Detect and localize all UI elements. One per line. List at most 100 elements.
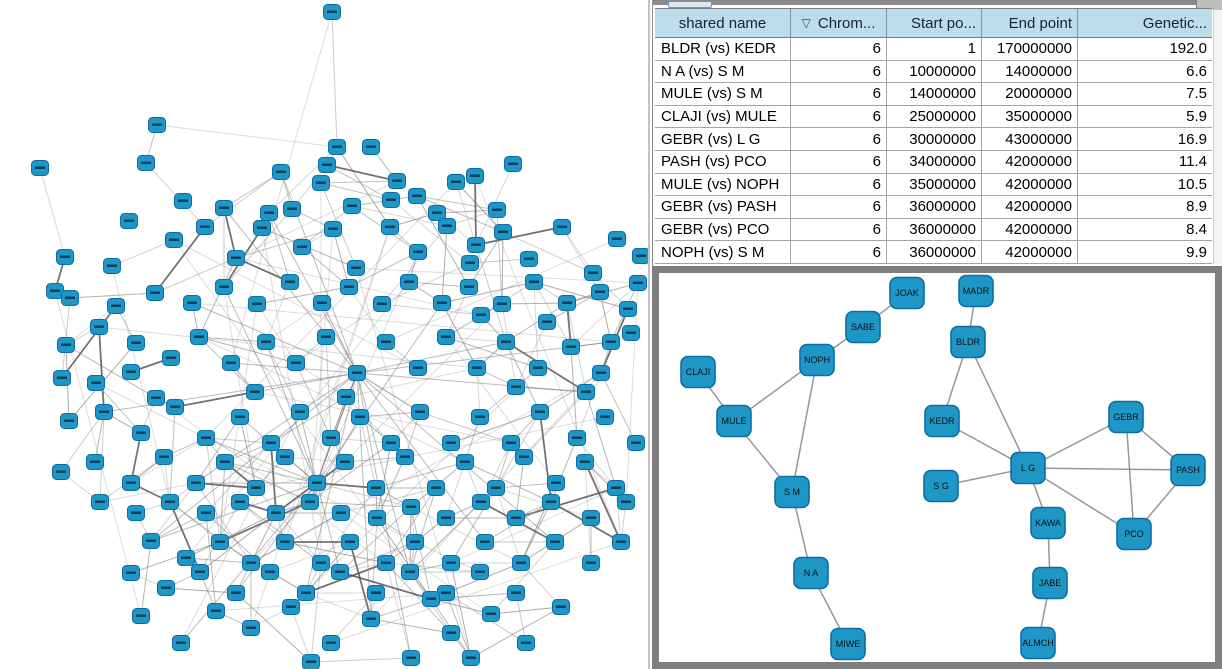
graph-edge[interactable] bbox=[331, 11, 338, 148]
graph-edge[interactable] bbox=[561, 226, 601, 293]
table-cell[interactable]: MULE (vs) NOPH bbox=[661, 175, 780, 193]
graph-edge[interactable] bbox=[390, 199, 471, 264]
graph-edge[interactable] bbox=[523, 391, 587, 458]
table-cell[interactable]: 170000000 bbox=[981, 38, 1077, 60]
table-cell[interactable]: 6 bbox=[790, 218, 886, 241]
graph-node-miwe[interactable]: MIWE bbox=[830, 627, 866, 661]
table-cell[interactable]: GEBR (vs) PCO bbox=[661, 221, 770, 239]
overview-network-canvas[interactable] bbox=[0, 0, 648, 669]
graph-edge[interactable] bbox=[305, 592, 372, 620]
graph-edge[interactable] bbox=[501, 231, 504, 305]
table-cell[interactable]: MULE (vs) S M bbox=[661, 85, 763, 103]
graph-edge[interactable] bbox=[95, 382, 142, 434]
graph-edge[interactable] bbox=[441, 225, 448, 304]
graph-edge[interactable] bbox=[290, 606, 312, 663]
graph-edge[interactable] bbox=[223, 171, 282, 209]
graph-edge[interactable] bbox=[332, 228, 350, 288]
graph-edge[interactable] bbox=[250, 512, 342, 564]
graph-edge[interactable] bbox=[375, 461, 466, 489]
graph-edge[interactable] bbox=[299, 411, 318, 484]
graph-edge[interactable] bbox=[381, 225, 448, 305]
graph-edge[interactable] bbox=[301, 246, 350, 288]
graph-edge[interactable] bbox=[385, 562, 481, 573]
table-cell[interactable]: 25000000 bbox=[886, 105, 981, 128]
table-cell[interactable]: 42000000 bbox=[981, 173, 1077, 196]
graph-edge[interactable] bbox=[320, 180, 398, 184]
graph-edge[interactable] bbox=[450, 411, 541, 444]
table-cell[interactable]: 35000000 bbox=[886, 173, 981, 196]
graph-node-pash[interactable]: PASH bbox=[1170, 453, 1206, 487]
graph-edge[interactable] bbox=[520, 501, 552, 564]
table-cell[interactable]: 192.0 bbox=[1077, 38, 1212, 60]
graph-edge[interactable] bbox=[469, 258, 530, 264]
graph-edge[interactable] bbox=[584, 461, 622, 543]
graph-edge[interactable] bbox=[385, 562, 412, 659]
graph-edge[interactable] bbox=[348, 251, 419, 288]
graph-edge[interactable] bbox=[381, 303, 482, 316]
graph-node-almch[interactable]: ALMCH bbox=[1020, 626, 1056, 660]
graph-edge[interactable] bbox=[150, 482, 318, 542]
graph-node-sabe[interactable]: SABE bbox=[845, 310, 881, 344]
filtered-network-canvas[interactable]: JOAK SABE NOPH CLAJI MULE MADR BLDR KEDR GEBR L G… bbox=[659, 273, 1215, 662]
panel-splitter[interactable] bbox=[648, 0, 650, 669]
graph-edge[interactable] bbox=[39, 167, 66, 258]
graph-edge[interactable] bbox=[330, 592, 377, 644]
graph-edge[interactable] bbox=[408, 281, 470, 288]
table-cell[interactable]: 6.6 bbox=[1077, 60, 1212, 83]
graph-edge[interactable] bbox=[1027, 467, 1189, 471]
graph-edge[interactable] bbox=[284, 226, 391, 543]
graph-edge[interactable] bbox=[585, 391, 617, 489]
graph-edge[interactable] bbox=[185, 557, 252, 564]
graph-edge[interactable] bbox=[254, 391, 512, 444]
graph-edge[interactable] bbox=[223, 207, 358, 374]
graph-edge[interactable] bbox=[339, 571, 432, 600]
graph-edge[interactable] bbox=[468, 231, 504, 288]
graph-edge[interactable] bbox=[326, 164, 398, 182]
graph-edge[interactable] bbox=[310, 657, 412, 663]
graph-edge[interactable] bbox=[94, 411, 105, 463]
graph-edge[interactable] bbox=[967, 341, 1029, 469]
graph-edge[interactable] bbox=[1027, 467, 1135, 535]
graph-edge[interactable] bbox=[320, 182, 392, 201]
graph-edge[interactable] bbox=[502, 231, 594, 274]
graph-edge[interactable] bbox=[235, 592, 312, 663]
graph-edge[interactable] bbox=[330, 541, 622, 644]
graph-edge[interactable] bbox=[376, 517, 432, 600]
table-cell[interactable]: 34000000 bbox=[886, 151, 981, 173]
graph-edge[interactable] bbox=[599, 291, 612, 343]
graph-edge[interactable] bbox=[409, 501, 482, 573]
table-cell[interactable]: 6 bbox=[790, 60, 886, 83]
table-cell[interactable]: 5.9 bbox=[1077, 105, 1212, 128]
graph-node-sm[interactable]: S M bbox=[774, 475, 810, 509]
column-header-startpo[interactable]: Start po... bbox=[886, 9, 981, 37]
table-cell[interactable]: 36000000 bbox=[886, 196, 981, 218]
graph-edge[interactable] bbox=[250, 226, 391, 629]
graph-edge[interactable] bbox=[441, 281, 535, 304]
graph-edge[interactable] bbox=[223, 208, 293, 288]
graph-edge[interactable] bbox=[205, 442, 272, 514]
graph-edge[interactable] bbox=[265, 281, 291, 343]
table-row[interactable]: PASH (vs) PCO 6 34000000 42000000 11.4 bbox=[655, 151, 1212, 174]
table-cell[interactable]: 36000000 bbox=[886, 241, 981, 263]
graph-node-kedr[interactable]: KEDR bbox=[924, 404, 960, 438]
graph-edge[interactable] bbox=[409, 487, 437, 573]
graph-edge[interactable] bbox=[470, 606, 562, 659]
graph-node-noph[interactable]: NOPH bbox=[799, 343, 835, 377]
graph-edge[interactable] bbox=[356, 372, 411, 573]
table-cell[interactable]: 11.4 bbox=[1077, 151, 1212, 173]
table-cell[interactable]: 14000000 bbox=[886, 83, 981, 105]
table-cell[interactable]: 8.9 bbox=[1077, 196, 1212, 218]
table-cell[interactable]: 36000000 bbox=[886, 218, 981, 241]
graph-edge[interactable] bbox=[376, 456, 406, 519]
graph-edge[interactable] bbox=[140, 540, 152, 617]
table-cell[interactable]: PASH (vs) PCO bbox=[661, 153, 767, 171]
graph-edge[interactable] bbox=[356, 341, 507, 374]
graph-node-madr[interactable]: MADR bbox=[958, 274, 994, 308]
table-cell[interactable]: GEBR (vs) L G bbox=[661, 130, 761, 148]
graph-edge[interactable] bbox=[61, 305, 117, 379]
table-cell[interactable]: 6 bbox=[790, 128, 886, 150]
graph-edge[interactable] bbox=[198, 336, 267, 343]
table-cell[interactable]: 6 bbox=[790, 173, 886, 196]
graph-edge[interactable] bbox=[450, 487, 617, 564]
graph-edge[interactable] bbox=[316, 302, 443, 484]
